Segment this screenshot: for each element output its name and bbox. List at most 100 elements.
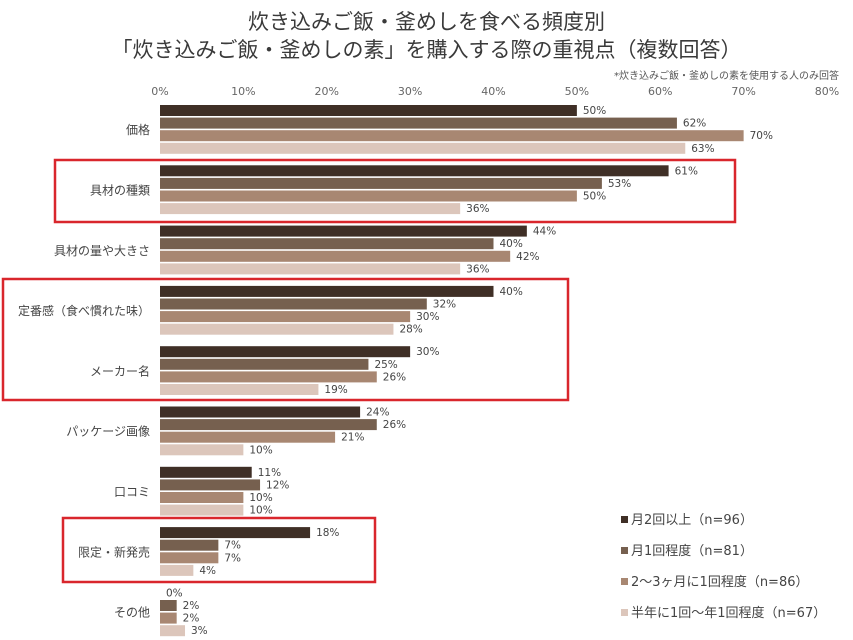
legend-label: 半年に1回～年1回程度（n=67） — [631, 605, 826, 621]
bar — [160, 612, 177, 624]
bar — [160, 250, 511, 262]
bar — [160, 479, 261, 491]
bar — [160, 263, 461, 275]
bar — [160, 466, 252, 478]
legend-swatch — [621, 547, 628, 554]
data-label: 4% — [199, 565, 216, 577]
data-label: 25% — [374, 359, 397, 371]
data-label: 36% — [466, 203, 489, 215]
data-label: 36% — [466, 263, 489, 275]
data-label: 61% — [675, 165, 698, 177]
data-label: 18% — [316, 527, 339, 539]
bar — [160, 105, 577, 116]
chart-title-line1: 炊き込みご飯・釜めしを食べる頻度別 — [248, 10, 605, 34]
chart-note: *炊き込みご飯・釜めしの素を使用する人のみ回答 — [614, 71, 839, 82]
data-label: 10% — [249, 444, 272, 456]
x-tick-label: 20% — [315, 85, 339, 98]
bar — [160, 539, 219, 551]
bar — [160, 600, 177, 611]
data-label: 19% — [324, 384, 347, 396]
x-tick-label: 80% — [815, 85, 839, 98]
data-label: 2% — [183, 600, 200, 612]
bar — [160, 358, 369, 370]
x-tick-label: 60% — [648, 85, 672, 98]
bar — [160, 346, 411, 358]
category-label: 口コミ — [114, 485, 150, 499]
bar — [160, 625, 186, 637]
data-label: 7% — [224, 540, 241, 552]
data-label: 2% — [183, 613, 200, 625]
highlight-box — [1, 277, 570, 402]
data-label: 30% — [416, 346, 439, 358]
bar — [160, 384, 319, 395]
category-label: 具材の種類 — [90, 184, 150, 198]
legend-label: 月2回以上（n=96） — [631, 513, 753, 528]
bar — [160, 190, 577, 202]
data-label: 10% — [249, 505, 272, 517]
bar — [160, 177, 602, 189]
category-label: メーカー名 — [90, 363, 150, 378]
data-label: 11% — [258, 467, 281, 479]
data-label: 10% — [249, 492, 272, 504]
data-label: 26% — [383, 371, 406, 383]
category-label: 限定・新発売 — [78, 544, 150, 559]
bar — [160, 298, 427, 310]
data-label: 63% — [691, 143, 714, 155]
legend-label: 月1回程度（n=81） — [631, 543, 753, 559]
data-label: 24% — [366, 407, 389, 419]
category-label: 価格 — [126, 122, 150, 137]
bar — [160, 165, 669, 177]
chart-title-line2: 「炊き込みご飯・釜めしの素」を購入する際の重視点（複数回答） — [111, 38, 742, 62]
data-label: 32% — [433, 299, 456, 311]
data-label: 21% — [341, 432, 364, 444]
bar — [160, 492, 244, 503]
bar — [160, 564, 194, 576]
legend-label: 2～3ヶ月に1回程度（n=86） — [631, 574, 809, 590]
data-label: 40% — [500, 286, 523, 298]
bar — [160, 323, 394, 335]
data-label: 28% — [399, 324, 422, 336]
bar — [160, 285, 494, 297]
data-label: 44% — [533, 226, 556, 238]
data-label: 53% — [608, 178, 631, 190]
x-tick-label: 50% — [565, 85, 589, 98]
category-label: 具材の量や大きさ — [54, 244, 150, 258]
data-label: 12% — [266, 479, 289, 491]
data-label: 30% — [416, 311, 439, 323]
data-label: 3% — [191, 625, 208, 637]
bar — [160, 504, 244, 516]
data-label: 0% — [166, 587, 183, 599]
bar — [160, 238, 494, 250]
bar — [160, 203, 461, 215]
bar — [160, 311, 411, 323]
data-label: 42% — [516, 251, 539, 263]
legend-swatch — [621, 516, 628, 523]
legend-swatch — [621, 609, 628, 616]
data-label: 50% — [583, 191, 606, 203]
bar — [160, 419, 377, 431]
bar — [160, 406, 361, 418]
category-label: パッケージ画像 — [66, 425, 150, 439]
x-tick-label: 0% — [151, 85, 168, 98]
data-label: 26% — [383, 419, 406, 431]
x-tick-label: 40% — [481, 85, 505, 98]
highlight-box — [53, 158, 737, 224]
bar — [160, 142, 686, 154]
bar — [160, 552, 219, 564]
highlight-box — [61, 516, 377, 584]
bar — [160, 527, 311, 539]
category-label: 定番感（食べ慣れた味） — [18, 303, 150, 318]
category-label: その他 — [114, 606, 150, 620]
data-label: 40% — [500, 238, 523, 250]
bar — [160, 371, 377, 383]
x-tick-label: 10% — [231, 85, 255, 98]
data-label: 62% — [683, 118, 706, 130]
data-label: 7% — [224, 552, 241, 564]
bar — [160, 130, 744, 142]
x-tick-label: 30% — [398, 85, 422, 98]
data-label: 70% — [750, 130, 773, 142]
bar — [160, 444, 244, 456]
legend-swatch — [621, 578, 628, 585]
